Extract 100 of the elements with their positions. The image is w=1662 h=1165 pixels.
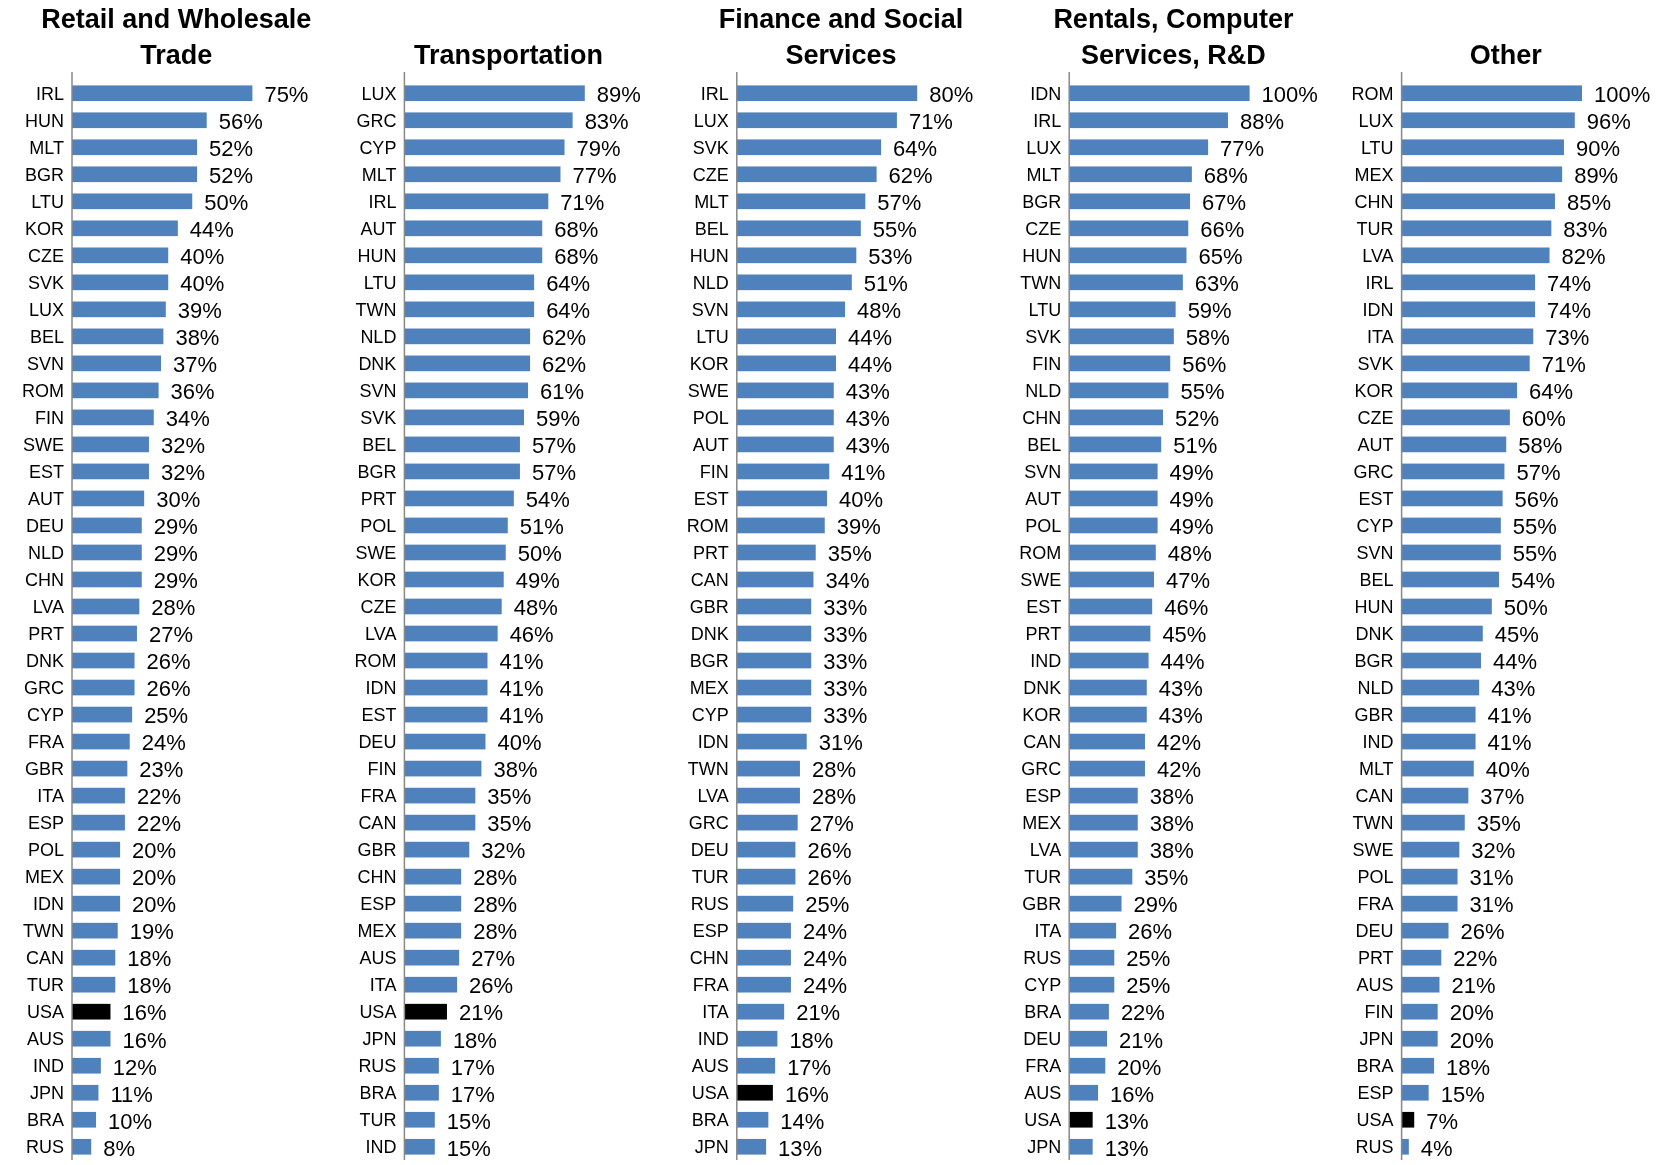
y-tick-label: TUR bbox=[1356, 218, 1394, 239]
y-tick-label: BRA bbox=[26, 1110, 64, 1131]
y-tick-label: HUN bbox=[1022, 245, 1062, 266]
y-tick-label: DNK bbox=[25, 650, 64, 671]
y-tick-label: LTU bbox=[363, 272, 397, 293]
y-tick-label: LUX bbox=[693, 110, 729, 131]
y-tick-label: BGR bbox=[357, 461, 397, 482]
bar bbox=[736, 220, 861, 237]
y-tick-label: TWN bbox=[355, 299, 397, 320]
y-tick-label: MEX bbox=[689, 677, 729, 698]
y-tick-label: ESP bbox=[360, 893, 397, 914]
y-tick-label: CYP bbox=[26, 704, 64, 725]
y-tick-label: SVN bbox=[691, 299, 729, 320]
data-label: 10% bbox=[108, 1108, 153, 1134]
bar bbox=[1401, 733, 1476, 750]
bar bbox=[1069, 166, 1192, 183]
data-label: 55% bbox=[872, 217, 917, 243]
data-label: 40% bbox=[180, 244, 225, 270]
bar bbox=[1401, 841, 1460, 858]
bar bbox=[1401, 814, 1465, 831]
bar bbox=[72, 355, 161, 372]
y-tick-label: AUT bbox=[1025, 488, 1062, 509]
y-tick-label: ROM bbox=[22, 380, 64, 401]
bar bbox=[72, 328, 164, 345]
bar bbox=[72, 463, 149, 480]
bar bbox=[1401, 166, 1563, 183]
data-label: 19% bbox=[129, 919, 174, 945]
data-label: 43% bbox=[845, 379, 890, 405]
y-tick-label: GRC bbox=[1021, 758, 1062, 779]
bar bbox=[404, 301, 535, 318]
data-label: 50% bbox=[1503, 595, 1548, 621]
y-tick-label: LVA bbox=[365, 623, 397, 644]
data-label: 40% bbox=[180, 271, 225, 297]
data-label: 24% bbox=[141, 730, 186, 756]
data-label: 18% bbox=[127, 946, 172, 972]
bar bbox=[404, 706, 488, 723]
data-label: 71% bbox=[1541, 352, 1586, 378]
bar bbox=[404, 1003, 447, 1020]
y-tick-label: CAN bbox=[1355, 785, 1394, 806]
y-tick-label: GBR bbox=[1354, 704, 1394, 725]
data-label: 26% bbox=[1128, 919, 1173, 945]
y-tick-label: DNK bbox=[1355, 623, 1394, 644]
data-label: 26% bbox=[1460, 919, 1505, 945]
y-tick-label: KOR bbox=[1022, 704, 1062, 725]
data-label: 64% bbox=[546, 298, 591, 324]
bar bbox=[72, 571, 142, 588]
data-label: 53% bbox=[868, 244, 913, 270]
data-label: 22% bbox=[1453, 946, 1498, 972]
data-label: 83% bbox=[584, 109, 629, 135]
bar bbox=[736, 841, 796, 858]
bar bbox=[72, 679, 135, 696]
data-label: 15% bbox=[446, 1108, 491, 1134]
data-label: 48% bbox=[513, 595, 558, 621]
bar bbox=[736, 733, 807, 750]
data-label: 67% bbox=[1202, 190, 1247, 216]
data-label: 28% bbox=[151, 595, 196, 621]
y-tick-label: KOR bbox=[1354, 380, 1394, 401]
y-tick-label: TUR bbox=[27, 974, 64, 995]
bar bbox=[404, 409, 524, 426]
bar bbox=[1401, 787, 1469, 804]
data-label: 21% bbox=[1451, 973, 1496, 999]
y-tick-label: USA bbox=[26, 1002, 64, 1022]
data-label: 57% bbox=[531, 460, 576, 486]
bar bbox=[1069, 922, 1117, 939]
data-label: 41% bbox=[841, 460, 886, 486]
y-tick-label: FIN bbox=[367, 758, 397, 779]
data-label: 41% bbox=[1487, 703, 1532, 729]
data-label: 18% bbox=[452, 1027, 497, 1053]
data-label: 52% bbox=[209, 163, 254, 189]
y-tick-label: GRC bbox=[24, 677, 64, 698]
y-tick-label: IND bbox=[1030, 650, 1062, 671]
bar bbox=[72, 1057, 101, 1074]
data-label: 26% bbox=[146, 676, 191, 702]
bar bbox=[736, 166, 877, 183]
bar bbox=[1069, 193, 1191, 210]
bar bbox=[404, 463, 520, 480]
bar bbox=[1401, 1138, 1409, 1155]
y-tick-label: ITA bbox=[1366, 326, 1394, 347]
data-label: 26% bbox=[146, 649, 191, 675]
data-label: 7% bbox=[1426, 1108, 1459, 1134]
bar bbox=[72, 733, 130, 750]
bar bbox=[1069, 220, 1189, 237]
data-label: 88% bbox=[1239, 109, 1284, 135]
y-tick-label: TWN bbox=[1352, 812, 1394, 833]
y-tick-label: ESP bbox=[1357, 1083, 1394, 1104]
bar bbox=[72, 976, 116, 993]
bar bbox=[404, 733, 486, 750]
bar bbox=[736, 274, 852, 291]
data-label: 27% bbox=[809, 811, 854, 837]
data-label: 33% bbox=[823, 649, 868, 675]
y-tick-label: DNK bbox=[690, 623, 729, 644]
data-label: 52% bbox=[1175, 406, 1220, 432]
data-label: 77% bbox=[572, 163, 617, 189]
y-tick-label: MLT bbox=[1358, 758, 1394, 779]
data-label: 64% bbox=[546, 271, 591, 297]
y-tick-label: FIN bbox=[35, 407, 64, 428]
y-tick-label: TUR bbox=[359, 1110, 397, 1131]
data-label: 68% bbox=[554, 217, 599, 243]
bar bbox=[1069, 112, 1228, 129]
data-label: 38% bbox=[175, 325, 220, 351]
